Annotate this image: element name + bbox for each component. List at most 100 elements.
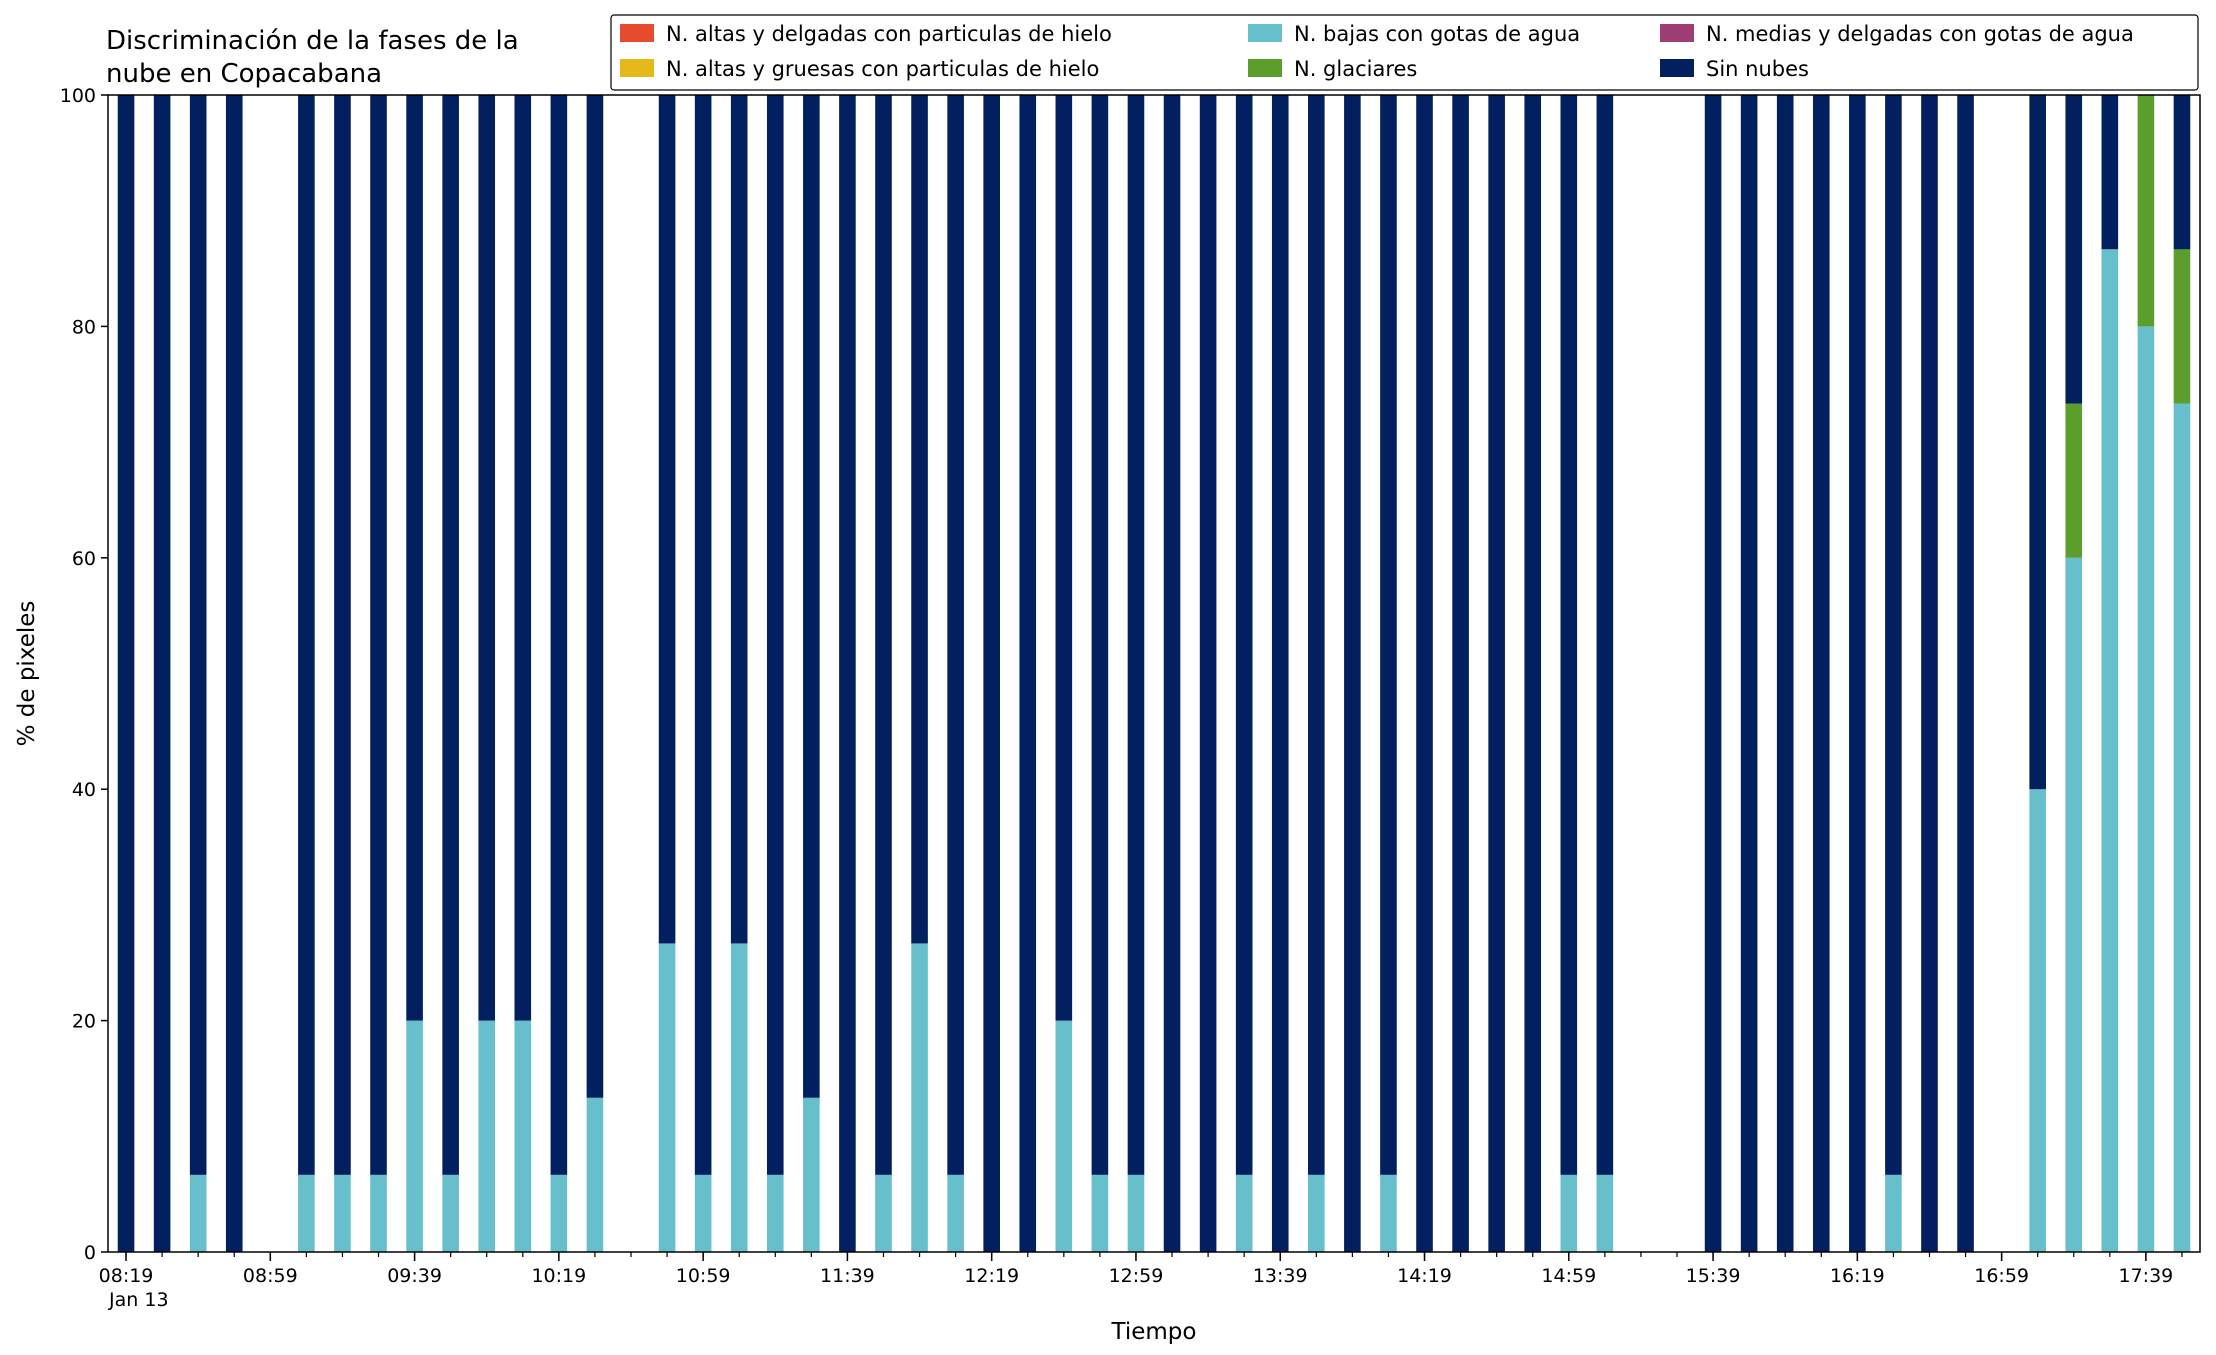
x-tick-label-1059: 10:59 <box>676 1265 731 1287</box>
bar-1209-s2 <box>947 1174 964 1252</box>
chart-title-line-2: nube en Copacabana <box>106 59 382 89</box>
bar-1359-s5 <box>1344 95 1361 1252</box>
legend-swatch-2 <box>1248 24 1282 42</box>
bar-1729-s2 <box>2101 249 2119 1253</box>
bar-1509-s2 <box>1596 1174 1614 1252</box>
bar-1249-s5 <box>1091 95 1109 1175</box>
x-tick-label-1459: 14:59 <box>1541 1265 1596 1287</box>
bar-1129-s2 <box>803 1097 820 1252</box>
bar-0839-s5 <box>189 95 207 1175</box>
legend-label-5: Sin nubes <box>1706 57 1809 81</box>
bar-1549-s5 <box>1740 95 1758 1252</box>
bar-1509-s5 <box>1596 95 1614 1175</box>
bar-1229-s5 <box>1019 95 1037 1252</box>
x-tick-label-1539: 15:39 <box>1686 1265 1741 1287</box>
bar-1649-s5 <box>1957 95 1974 1252</box>
bar-1029-s5 <box>586 95 604 1098</box>
bar-1119-s2 <box>766 1174 784 1252</box>
bar-1629-s5 <box>1885 95 1902 1175</box>
x-tick-label-0939: 09:39 <box>387 1265 442 1287</box>
bar-1709-s5 <box>2029 95 2046 790</box>
y-tick-label-100: 100 <box>60 85 96 107</box>
bar-1309-s5 <box>1163 95 1181 1252</box>
bar-0919-s5 <box>334 95 351 1175</box>
bar-1109-s5 <box>730 95 748 944</box>
bar-0839-s2 <box>189 1174 207 1252</box>
bar-1639-s5 <box>1921 95 1938 1252</box>
bar-1139-s5 <box>839 95 856 1252</box>
x-axis-ticks: 08:19 08:59 09:39 10:19 10:59 11:39 12:19 12:59… <box>99 1252 2183 1287</box>
bar-1059-s2 <box>694 1174 712 1252</box>
y-axis-ticks: 0 20 40 60 80 100 <box>60 85 108 1264</box>
bar-1409-s5 <box>1380 95 1397 1175</box>
bar-1339-s5 <box>1271 95 1289 1252</box>
bar-1419-s5 <box>1416 95 1433 1252</box>
bar-1239-s2 <box>1055 1020 1073 1252</box>
bar-1349-s5 <box>1308 95 1325 1175</box>
legend-swatch-1 <box>620 59 654 77</box>
legend-label-3: N. glaciares <box>1294 57 1417 81</box>
legend-label-0: N. altas y delgadas con particulas de hi… <box>666 22 1112 46</box>
bar-1049-s2 <box>658 943 676 1252</box>
bar-1749-s3 <box>2173 249 2191 404</box>
bar-0849-s5 <box>225 95 243 1252</box>
x-tick-label-1139: 11:39 <box>820 1265 875 1287</box>
bar-0829-s5 <box>153 95 171 1252</box>
bar-1729-s5 <box>2101 95 2119 250</box>
bar-1019-s5 <box>550 95 568 1175</box>
bar-1719-s2 <box>2065 557 2083 1252</box>
bar-0909-s2 <box>298 1174 315 1252</box>
x-tick-label-1019: 10:19 <box>531 1265 586 1287</box>
y-tick-label-40: 40 <box>72 779 96 801</box>
x-tick-label-0819: 08:19 <box>99 1265 154 1287</box>
bar-1539-s5 <box>1704 95 1722 1252</box>
bar-1159-s2 <box>911 943 928 1252</box>
bar-1019-s2 <box>550 1174 568 1252</box>
y-tick-label-60: 60 <box>72 548 96 570</box>
bar-1239-s5 <box>1055 95 1073 1021</box>
bar-1749-s5 <box>2173 95 2191 250</box>
legend-swatch-4 <box>1660 24 1694 42</box>
bar-1629-s2 <box>1885 1174 1902 1252</box>
bar-1009-s5 <box>514 95 532 1021</box>
x-tick-label-1219: 12:19 <box>964 1265 1019 1287</box>
bar-1619-s5 <box>1849 95 1866 1252</box>
x-tick-label-1659: 16:59 <box>1974 1265 2029 1287</box>
bar-0959-s5 <box>478 95 496 1021</box>
chart-title-line-1: Discriminación de la fases de la <box>106 26 519 56</box>
x-tick-label-0859: 08:59 <box>243 1265 298 1287</box>
bar-0949-s2 <box>442 1174 459 1252</box>
bar-0929-s2 <box>370 1174 387 1252</box>
bar-1739-s3 <box>2137 95 2155 327</box>
bar-1259-s5 <box>1127 95 1145 1175</box>
y-tick-label-80: 80 <box>72 316 96 338</box>
bar-1219-s5 <box>983 95 1000 1252</box>
y-tick-label-0: 0 <box>84 1242 96 1264</box>
bar-1059-s5 <box>694 95 712 1175</box>
bar-1259-s2 <box>1127 1174 1145 1252</box>
bar-1439-s5 <box>1488 95 1505 1252</box>
bar-1459-s2 <box>1560 1174 1578 1252</box>
bar-1319-s5 <box>1199 95 1217 1252</box>
bar-1049-s5 <box>658 95 676 944</box>
bar-1329-s2 <box>1235 1174 1253 1252</box>
bar-1559-s5 <box>1776 95 1794 1252</box>
x-date-label: Jan 13 <box>108 1289 169 1311</box>
bar-1719-s3 <box>2065 403 2083 558</box>
bar-1349-s2 <box>1308 1174 1325 1252</box>
bar-1709-s2 <box>2029 789 2046 1252</box>
x-axis-label: Tiempo <box>1111 1319 1197 1345</box>
bar-0959-s2 <box>478 1020 496 1252</box>
legend-label-4: N. medias y delgadas con gotas de agua <box>1706 22 2134 46</box>
bar-1109-s2 <box>730 943 748 1252</box>
bar-0919-s2 <box>334 1174 351 1252</box>
bar-1329-s5 <box>1235 95 1253 1175</box>
legend-swatch-0 <box>620 24 654 42</box>
bar-1749-s2 <box>2173 403 2191 1252</box>
legend: N. altas y delgadas con particulas de hi… <box>610 14 2199 91</box>
bar-1119-s5 <box>766 95 784 1175</box>
plot-frame <box>107 94 2201 1253</box>
bar-1739-s2 <box>2137 326 2155 1252</box>
legend-label-1: N. altas y gruesas con particulas de hie… <box>666 57 1099 81</box>
